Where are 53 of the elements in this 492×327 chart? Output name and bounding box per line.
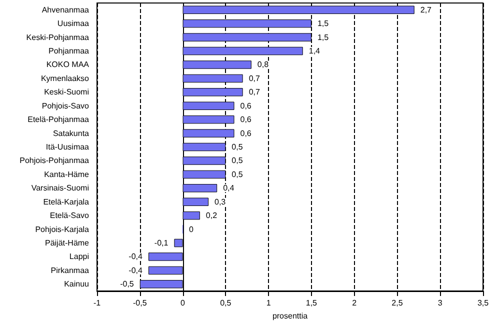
y-tick-label: Itä-Uusimaa [46, 142, 90, 152]
y-tick-label: Lappi [69, 252, 90, 262]
y-tick-label: Pohjois-Karjala [35, 224, 90, 234]
y-tick-label: Etelä-Savo [50, 211, 90, 220]
y-tick-label: Pohjanmaa [48, 46, 90, 56]
data-label: 0,3 [214, 197, 226, 206]
y-tick-label: Keski-Pohjanmaa [26, 32, 90, 42]
data-label: 0,7 [248, 88, 260, 97]
x-tick-label: 2 [352, 298, 358, 308]
data-label: 0 [189, 224, 194, 234]
data-label: 2,7 [420, 5, 432, 14]
y-tick-label: Etelä-Pohjanmaa [28, 115, 90, 124]
y-tick-label: Kanta-Häme [44, 170, 90, 179]
x-tick-label: -1 [93, 298, 102, 308]
y-tick-label: KOKO MAA [46, 60, 90, 70]
data-label: 0,2 [206, 211, 218, 220]
y-tick-label: Päijät-Häme [44, 238, 90, 248]
data-label: 0,5 [232, 142, 244, 152]
x-tick-label: 0 [180, 298, 186, 308]
y-tick-label: Ahvenanmaa [42, 5, 90, 14]
data-label: 0,5 [232, 170, 244, 179]
data-label: 1,4 [308, 46, 321, 56]
y-tick-label: Uusimaa [57, 19, 90, 28]
y-tick-label: Kymenlaakso [40, 74, 90, 83]
data-label: 0,4 [223, 184, 235, 193]
y-tick-label: Pirkanmaa [50, 266, 90, 275]
data-label: -0,5 [120, 280, 134, 289]
y-tick-label: Etelä-Karjala [43, 197, 90, 206]
data-label: 0,6 [240, 115, 252, 124]
data-label: 1,5 [317, 32, 330, 42]
data-label: 0,6 [240, 128, 252, 138]
x-tick-label: 2,5 [392, 298, 404, 308]
data-label: -0,4 [128, 266, 144, 275]
x-tick-label: 1 [266, 298, 272, 308]
x-tick-label: 1,5 [306, 298, 318, 308]
x-axis-title: prosenttia [272, 311, 308, 320]
data-label: 0,8 [257, 60, 270, 70]
x-tick-label: 3 [438, 298, 443, 308]
y-tick-label: Pohjois-Pohjanmaa [20, 156, 90, 166]
data-label: 0,6 [240, 101, 252, 110]
data-label: -0,4 [128, 252, 144, 262]
x-tick-label: -0,5 [132, 298, 148, 308]
data-label: -0,1 [154, 238, 169, 248]
y-tick-label: Keski-Suomi [44, 88, 90, 97]
y-tick-label: Pohjois-Savo [42, 101, 90, 110]
y-tick-label: Varsinais-Suomi [31, 184, 90, 193]
y-tick-label: Satakunta [52, 128, 90, 138]
x-tick-label: 3,5 [477, 298, 490, 308]
y-tick-label: Kainuu [64, 280, 89, 289]
data-label: 1,5 [317, 19, 330, 28]
data-label: 0,5 [232, 156, 244, 166]
data-label: 0,7 [248, 74, 260, 83]
x-tick-label: 0,5 [220, 298, 232, 308]
